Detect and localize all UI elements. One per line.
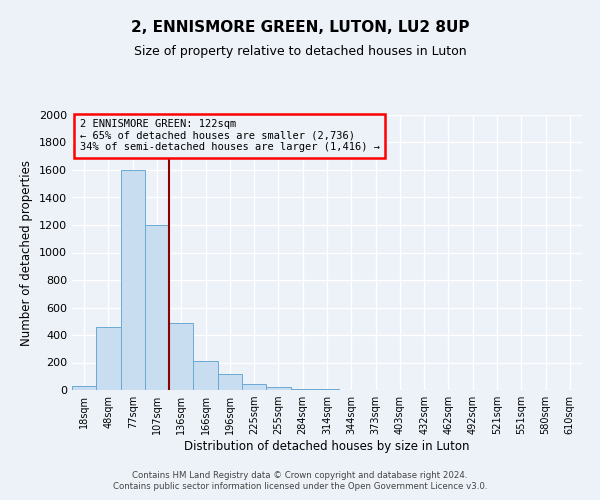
Text: 2, ENNISMORE GREEN, LUTON, LU2 8UP: 2, ENNISMORE GREEN, LUTON, LU2 8UP	[131, 20, 469, 35]
X-axis label: Distribution of detached houses by size in Luton: Distribution of detached houses by size …	[184, 440, 470, 453]
Text: Size of property relative to detached houses in Luton: Size of property relative to detached ho…	[134, 45, 466, 58]
Bar	[121, 170, 145, 390]
Text: 2 ENNISMORE GREEN: 122sqm
← 65% of detached houses are smaller (2,736)
34% of se: 2 ENNISMORE GREEN: 122sqm ← 65% of detac…	[80, 119, 380, 152]
Bar	[96, 327, 121, 390]
Bar	[145, 225, 169, 390]
Text: Contains public sector information licensed under the Open Government Licence v3: Contains public sector information licen…	[113, 482, 487, 491]
Text: Contains HM Land Registry data © Crown copyright and database right 2024.: Contains HM Land Registry data © Crown c…	[132, 470, 468, 480]
Bar	[266, 387, 290, 390]
Bar	[242, 384, 266, 390]
Bar	[72, 386, 96, 390]
Y-axis label: Number of detached properties: Number of detached properties	[20, 160, 34, 346]
Bar	[290, 388, 315, 390]
Bar	[169, 322, 193, 390]
Bar	[193, 361, 218, 390]
Bar	[218, 374, 242, 390]
